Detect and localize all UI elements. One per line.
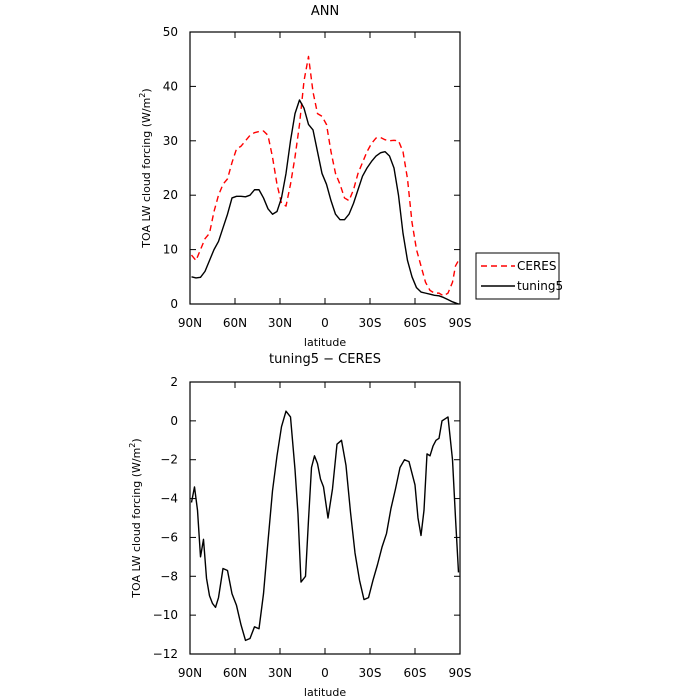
- bottom-panel: tuning5 − CERES 90N 60N 30N 0 30S 60S 90S −12 −1…: [128, 352, 471, 699]
- bottom-series-line-diff: [190, 410, 460, 642]
- bottom-x-tick-label: 90N: [178, 666, 202, 680]
- top-x-tick-label: 30S: [359, 316, 382, 330]
- top-plot-frame: [189, 31, 461, 305]
- top-series-line-ceres: [190, 55, 460, 297]
- bottom-x-tick-label: 60S: [404, 666, 427, 680]
- top-x-tick-label: 60S: [404, 316, 427, 330]
- bottom-y-tick-label: −6: [160, 530, 178, 544]
- bottom-x-tick-label: 30N: [268, 666, 292, 680]
- bottom-x-tick-label: 90S: [449, 666, 472, 680]
- bottom-y-tick-label: −12: [153, 647, 178, 661]
- bottom-y-tick-label: −4: [160, 492, 178, 506]
- legend: CERES tuning5: [475, 252, 563, 300]
- bottom-chart-title: tuning5 − CERES: [269, 352, 381, 367]
- top-y-axis-label: TOA LW cloud forcing (W/m2): [138, 88, 153, 248]
- bottom-y-tick-label: 2: [170, 375, 178, 389]
- legend-label-tuning5: tuning5: [517, 279, 563, 293]
- top-x-tick-label: 90S: [449, 316, 472, 330]
- bottom-ticks: 90N 60N 30N 0 30S 60S 90S −12 −10 −8 −6 −4 −2 0 2: [153, 375, 472, 680]
- bottom-y-axis-label: TOA LW cloud forcing (W/m2): [128, 438, 143, 598]
- bottom-y-tick-label: −2: [160, 453, 178, 467]
- bottom-x-tick-label: 30S: [359, 666, 382, 680]
- bottom-x-axis-label: latitude: [304, 686, 346, 699]
- top-series-line-tuning5: [191, 99, 459, 305]
- top-y-tick-label: 0: [170, 297, 178, 311]
- top-y-tick-label: 40: [163, 79, 178, 93]
- bottom-plot-frame: [189, 381, 461, 655]
- top-x-tick-label: 30N: [268, 316, 292, 330]
- bottom-y-tick-label: −10: [153, 608, 178, 622]
- legend-label-ceres: CERES: [517, 259, 557, 273]
- top-y-tick-label: 20: [163, 188, 178, 202]
- top-curves: [190, 55, 460, 305]
- bottom-x-tick-label: 0: [321, 666, 329, 680]
- bottom-x-tick-label: 60N: [223, 666, 247, 680]
- top-y-tick-label: 30: [163, 134, 178, 148]
- top-x-tick-label: 60N: [223, 316, 247, 330]
- top-y-tick-label: 10: [163, 243, 178, 257]
- top-x-tick-label: 90N: [178, 316, 202, 330]
- top-x-tick-label: 0: [321, 316, 329, 330]
- top-ticks: 90N 60N 30N 0 30S 60S 90S 0 10 20 30 40 50: [163, 25, 472, 330]
- top-x-axis-label: latitude: [304, 336, 346, 349]
- top-chart-title: ANN: [311, 4, 339, 19]
- bottom-y-tick-label: 0: [170, 414, 178, 428]
- legend-box: [475, 252, 560, 300]
- bottom-curves: [190, 410, 460, 642]
- top-panel: ANN 90N 60N 30N 0 30S 60S 90S 0 10 20 30 40 50 latit…: [138, 4, 563, 349]
- bottom-y-tick-label: −8: [160, 569, 178, 583]
- top-y-tick-label: 50: [163, 25, 178, 39]
